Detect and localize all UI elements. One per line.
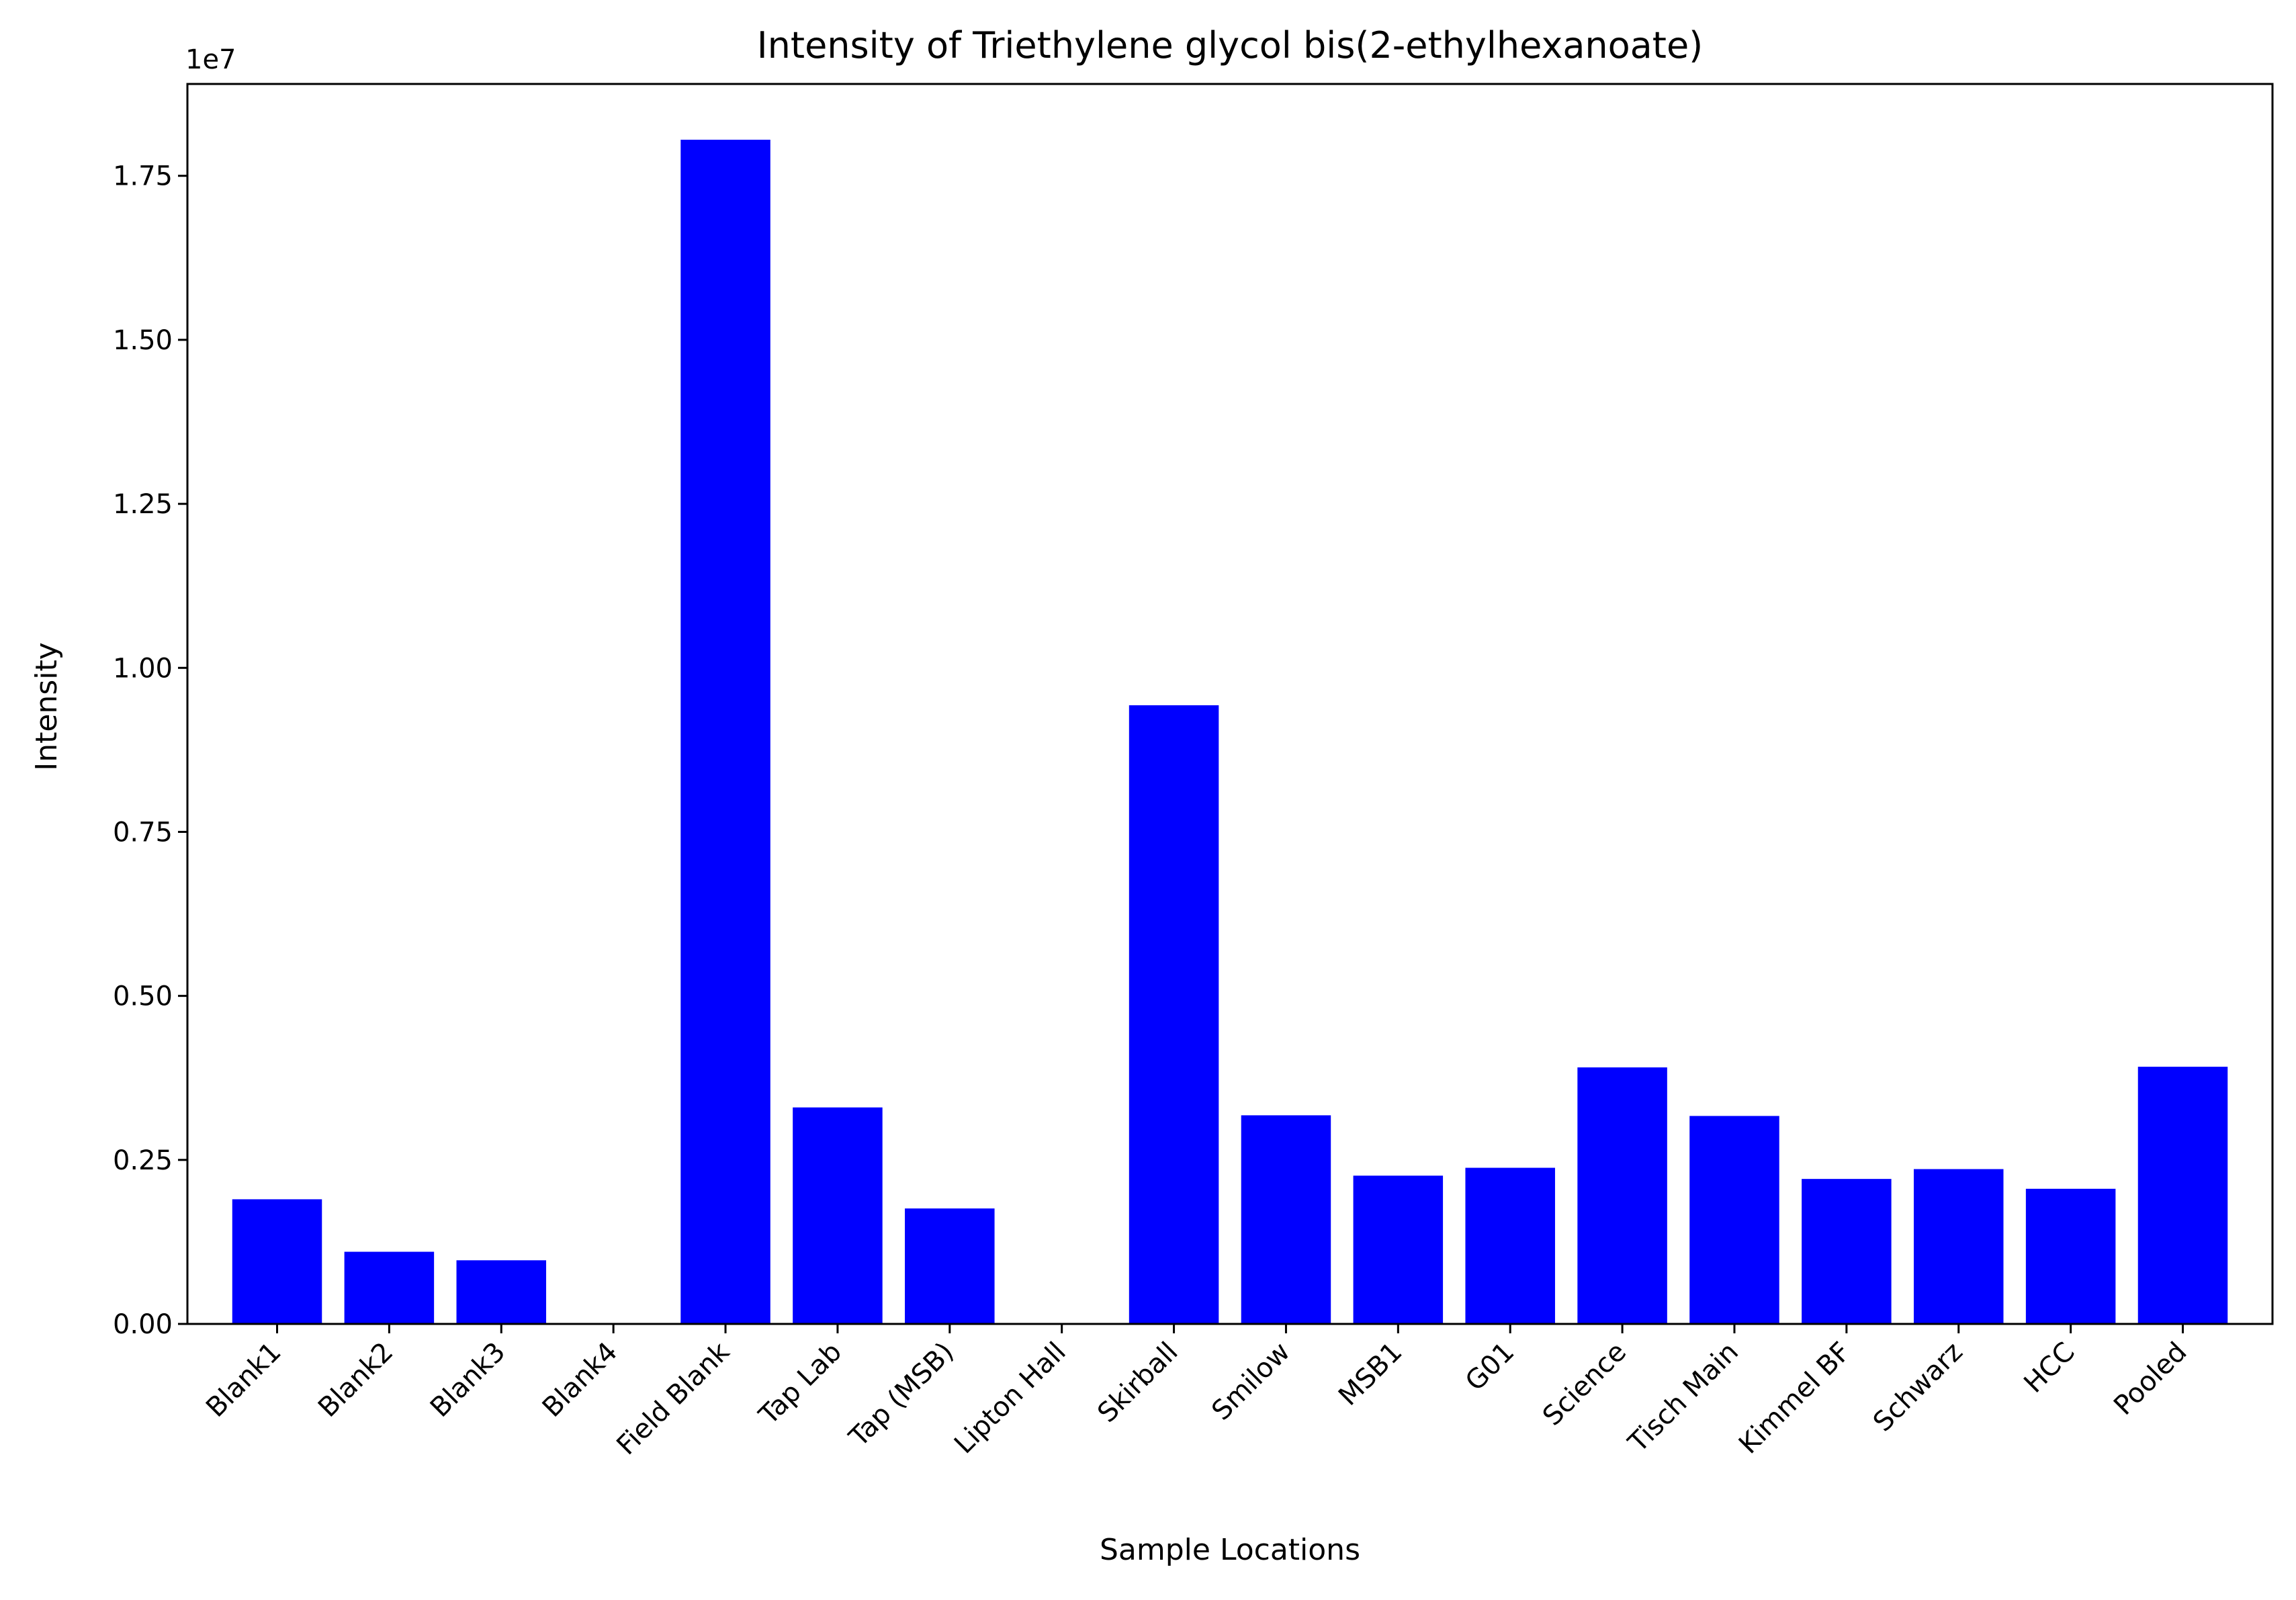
bar-blank1 (232, 1199, 322, 1324)
x-axis-title: Sample Locations (1100, 1533, 1360, 1567)
bar-kimmel-bf (1802, 1179, 1892, 1324)
bar-tap-msb (905, 1208, 995, 1324)
y-tick-label: 0.50 (113, 981, 173, 1012)
bar-g01 (1465, 1167, 1555, 1324)
bar-hcc (2025, 1188, 2116, 1324)
bar-smilow (1241, 1115, 1331, 1324)
y-axis-offset-label: 1e7 (185, 44, 236, 75)
bar-msb1 (1353, 1175, 1444, 1324)
bar-science (1577, 1067, 1667, 1324)
bar-field-blank (680, 140, 770, 1324)
y-tick-label: 0.75 (113, 817, 173, 848)
bar-series (232, 140, 2228, 1324)
bar-blank3 (456, 1260, 547, 1324)
bar-tisch-main (1689, 1116, 1779, 1324)
y-axis-ticks: 0.00 0.25 0.50 0.75 1.00 1.25 1.50 1.75 (113, 161, 187, 1340)
y-tick-label: 1.50 (113, 325, 173, 356)
y-axis-title: Intensity (30, 642, 64, 771)
chart-title: Intensity of Triethylene glycol bis(2-et… (757, 24, 1703, 66)
y-tick-label: 1.00 (113, 653, 173, 684)
bar-pooled (2137, 1067, 2228, 1324)
bar-blank2 (344, 1251, 435, 1324)
y-tick-label: 0.00 (113, 1309, 173, 1340)
y-tick-label: 1.25 (113, 489, 173, 520)
y-tick-label: 0.25 (113, 1145, 173, 1176)
bar-schwarz (1913, 1169, 2004, 1324)
y-tick-label: 1.75 (113, 161, 173, 192)
plot-area-frame (186, 83, 2274, 1325)
bar-skirball (1129, 705, 1219, 1324)
bar-tap-lab (793, 1107, 883, 1324)
